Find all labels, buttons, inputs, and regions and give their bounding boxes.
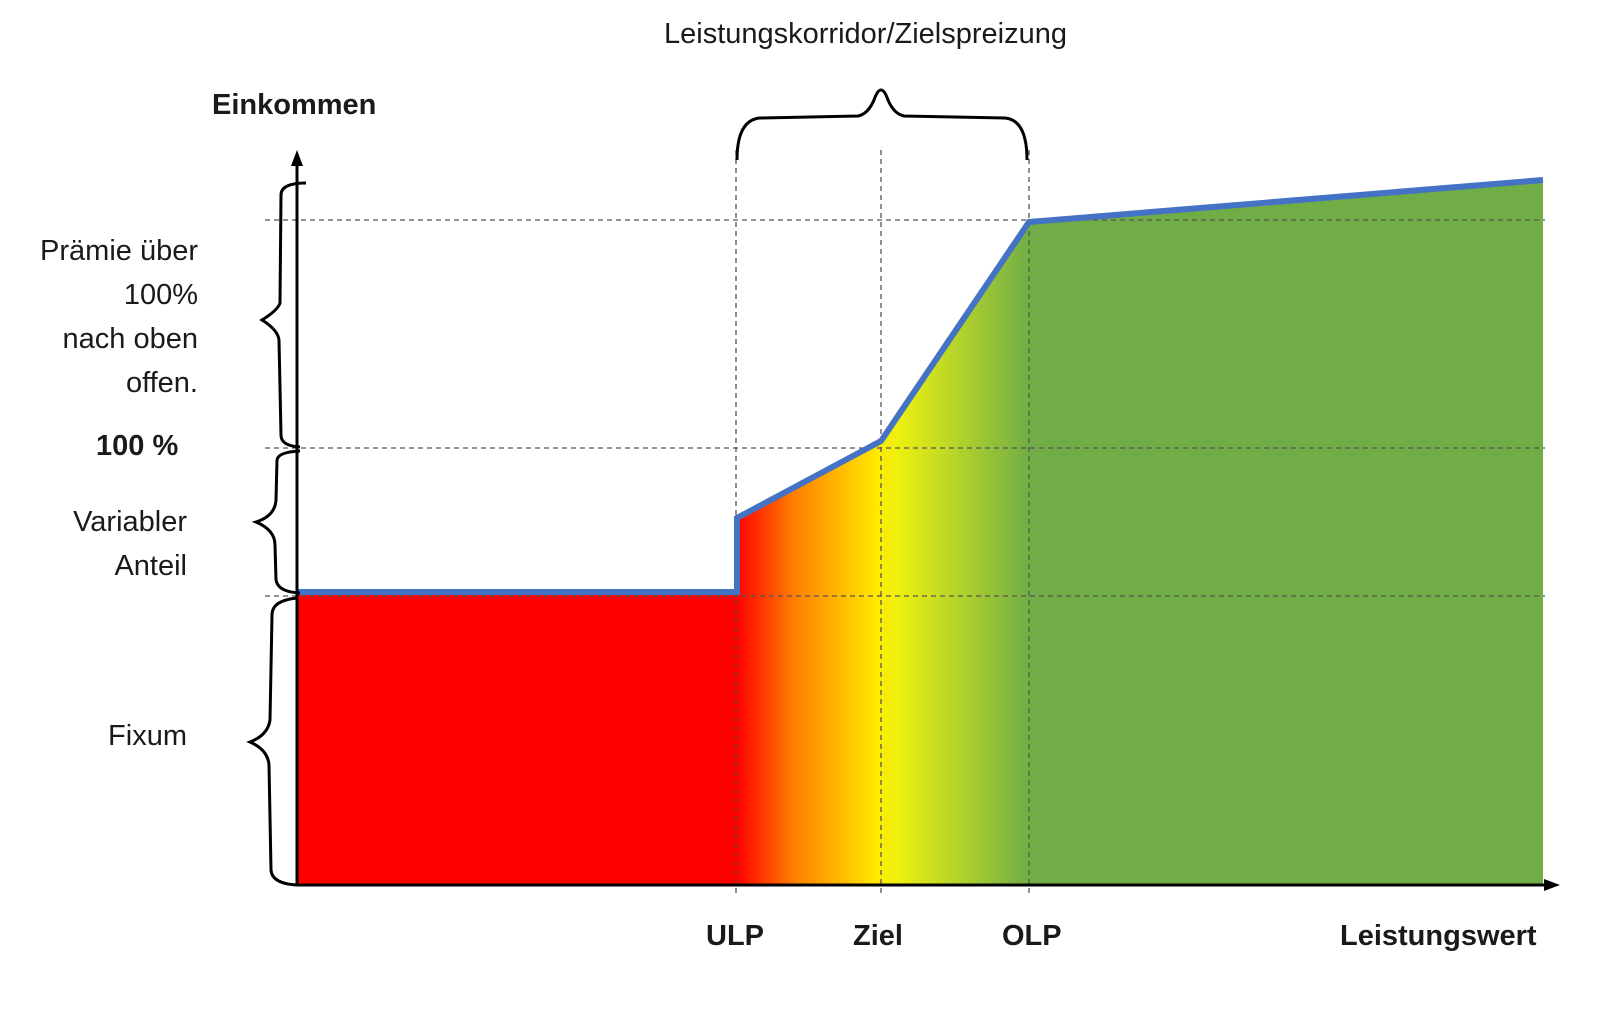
variabel-line: Anteil	[114, 550, 187, 582]
income-curve	[297, 177, 1544, 595]
fixum-label: Fixum	[108, 720, 187, 752]
praemie-line: nach oben	[62, 323, 198, 355]
x-axis-label: Leistungswert	[1340, 920, 1537, 952]
top-brace-icon	[735, 88, 1029, 161]
marker-ziel: Ziel	[853, 920, 903, 952]
fixum-area	[297, 594, 737, 885]
marker-100-percent: 100 %	[96, 430, 179, 462]
praemie-line: Prämie über	[40, 235, 198, 267]
chart-title: Leistungskorridor/Zielspreizung	[664, 18, 1067, 50]
variabel-label: Variabler Anteil	[0, 500, 187, 588]
above-olp-area	[1029, 180, 1543, 885]
fixum-brace-icon	[246, 596, 299, 887]
x-axis-arrow-icon	[1544, 879, 1560, 891]
y-axis-label: Einkommen	[212, 89, 377, 121]
corridor-area	[736, 222, 1029, 885]
praemie-line: offen.	[125, 367, 198, 399]
y-axis-arrow-icon	[291, 150, 303, 166]
variabel-brace-icon	[251, 449, 301, 595]
praemie-line: 100%	[123, 279, 198, 311]
variabel-line: Variabler	[73, 506, 187, 538]
praemie-label: Prämie über 100% nach oben offen.	[0, 229, 198, 405]
praemie-brace-icon	[259, 181, 307, 449]
marker-olp: OLP	[1002, 920, 1062, 952]
marker-ulp: ULP	[706, 920, 764, 952]
